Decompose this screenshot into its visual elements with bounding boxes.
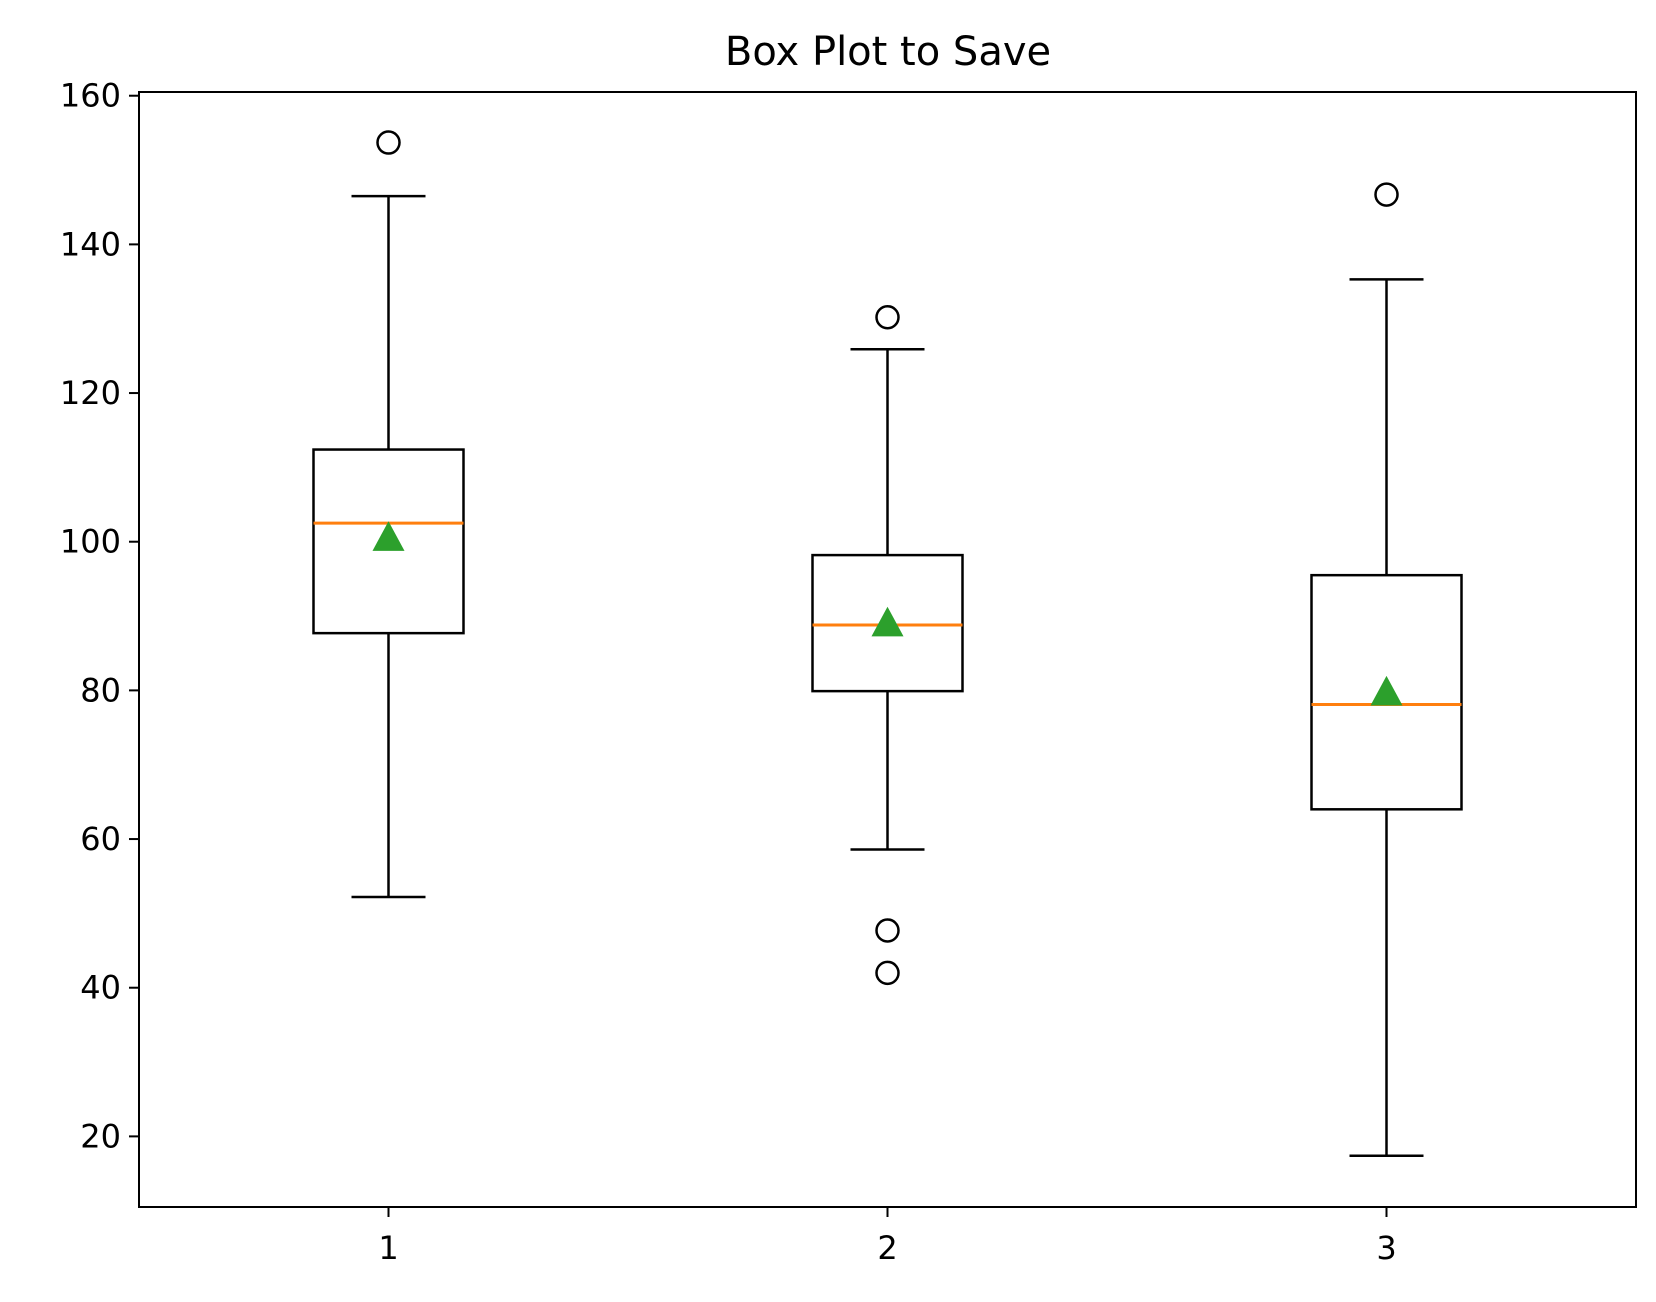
box-series (312, 130, 1463, 1157)
y-tick-label: 100 (60, 523, 121, 561)
y-tick-label: 140 (60, 225, 121, 263)
y-tick-label: 160 (60, 77, 121, 115)
x-axis: 1 2 3 (378, 1207, 1397, 1267)
y-tick-label: 40 (80, 969, 121, 1007)
iqr-box (312, 448, 465, 635)
y-tick-label: 20 (80, 1117, 121, 1155)
mean-marker (871, 606, 904, 637)
outlier-point (875, 918, 900, 943)
x-tick-label: 1 (378, 1229, 398, 1267)
box-group-3 (1310, 182, 1463, 1157)
y-tick-label: 120 (60, 374, 121, 412)
outlier-point (875, 304, 900, 330)
mean-marker (1370, 675, 1403, 706)
outlier-point (376, 130, 401, 155)
y-axis: 20 40 60 80 100 120 140 160 (60, 77, 139, 1155)
mean-marker (372, 521, 405, 551)
y-tick-label: 60 (80, 820, 121, 858)
plot-frame (138, 91, 1637, 1208)
y-tick-label: 80 (80, 671, 121, 709)
x-tick-label: 3 (1376, 1229, 1396, 1267)
outlier-point (1374, 182, 1399, 207)
chart-title: Box Plot to Save (725, 29, 1051, 75)
iqr-box (1310, 573, 1463, 811)
iqr-box (811, 553, 964, 693)
outlier-point (875, 960, 900, 986)
box-group-2 (811, 304, 964, 986)
x-tick-label: 2 (877, 1229, 897, 1267)
box-group-1 (312, 130, 465, 899)
